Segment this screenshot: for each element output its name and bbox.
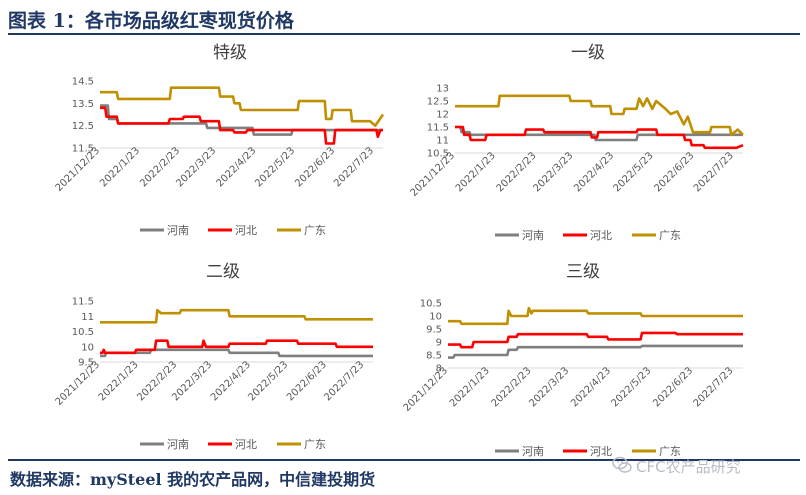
legend-label: 广东	[304, 438, 326, 451]
series-line-0	[455, 125, 743, 142]
y-tick-label: 12	[436, 110, 449, 121]
x-tick-label: 2022/7/23	[692, 365, 736, 409]
watermark-text: CFC农产品研究	[636, 458, 741, 476]
wechat-icon	[612, 456, 632, 473]
y-tick-label: 10.5	[72, 327, 94, 338]
x-tick-label: 2022/1/23	[97, 359, 141, 403]
y-tick-label: 14.5	[72, 77, 94, 88]
x-tick-label: 2022/4/23	[572, 150, 616, 194]
series-line-2	[100, 86, 385, 127]
x-tick-label: 2022/4/23	[569, 365, 613, 409]
y-tick-label: 8.5	[426, 351, 442, 362]
legend-label: 河南	[522, 445, 544, 458]
series-line-1	[448, 331, 743, 349]
series-line-2	[448, 306, 743, 326]
chart-title: 特级	[213, 43, 247, 63]
y-tick-label: 11.5	[72, 297, 94, 308]
legend-label: 河北	[590, 445, 612, 458]
y-tick-label: 11	[436, 136, 449, 147]
series-line-1	[100, 106, 383, 145]
x-tick-label: 2022/6/23	[293, 145, 337, 189]
figure-header: 图表 1：各市场品级红枣现货价格	[0, 0, 806, 35]
chart-title: 一级	[571, 43, 605, 63]
x-tick-label: 2022/6/23	[651, 365, 695, 409]
figure-title: 图表 1：各市场品级红枣现货价格	[8, 10, 294, 32]
y-tick-label: 10.5	[420, 299, 442, 310]
chart-grade-three: 三级10.5109.598.582021/12/232022/1/232022/…	[402, 262, 743, 458]
source-note: 数据来源：mySteel 我的农产品网，中信建投期货	[10, 470, 376, 489]
y-tick-label: 11.5	[72, 144, 94, 155]
x-tick-label: 2022/6/23	[652, 150, 696, 194]
legend-label: 河南	[167, 438, 189, 451]
x-tick-label: 2022/3/23	[531, 150, 575, 194]
series-line-1	[100, 339, 373, 355]
series-line-1	[455, 125, 744, 150]
y-tick-label: 9.5	[426, 325, 442, 336]
y-tick-label: 8	[436, 364, 442, 375]
y-tick-label: 10	[81, 342, 94, 353]
x-tick-label: 2022/7/23	[322, 359, 366, 403]
y-tick-label: 11.5	[427, 123, 449, 134]
x-tick-label: 2022/1/23	[98, 145, 142, 189]
series-line-0	[448, 344, 743, 359]
y-tick-label: 9.5	[78, 358, 94, 369]
chart-grade-one: 一级1312.51211.51110.52021/12/232022/1/232…	[409, 43, 744, 242]
x-tick-label: 2022/3/23	[527, 365, 571, 409]
chart-special-grade: 特级14.513.512.511.52021/12/232022/1/23202…	[54, 43, 385, 237]
chart-title: 三级	[566, 262, 600, 282]
series-line-2	[100, 308, 373, 324]
y-tick-label: 9	[436, 338, 442, 349]
legend-label: 广东	[304, 224, 326, 237]
x-tick-label: 2022/1/23	[454, 150, 498, 194]
legend-label: 河北	[235, 438, 257, 451]
y-tick-label: 12.5	[72, 121, 94, 132]
x-tick-label: 2022/5/23	[609, 365, 653, 409]
chart-title: 二级	[206, 262, 240, 282]
y-tick-label: 12.5	[427, 97, 449, 108]
legend-label: 河北	[235, 224, 257, 237]
x-tick-label: 2022/5/23	[253, 145, 297, 189]
x-tick-label: 2022/5/23	[246, 359, 290, 403]
x-tick-label: 2022/1/23	[448, 365, 492, 409]
legend-label: 河南	[522, 229, 544, 242]
title-divider	[8, 33, 800, 35]
x-tick-label: 2021/12/23	[402, 365, 451, 414]
y-tick-label: 13.5	[72, 99, 94, 110]
y-tick-label: 10.5	[427, 149, 449, 160]
series-line-2	[455, 94, 744, 137]
chart-grade-two: 二级11.51110.5109.52021/12/232022/1/232022…	[54, 262, 373, 451]
y-tick-label: 13	[436, 84, 449, 95]
footer-divider	[8, 459, 800, 461]
x-tick-label: 2022/2/23	[490, 365, 534, 409]
legend-label: 广东	[659, 445, 681, 458]
x-tick-label: 2022/7/23	[332, 145, 376, 189]
watermark: CFC农产品研究	[612, 453, 802, 479]
legend-label: 河北	[590, 229, 612, 242]
legend-label: 河南	[167, 224, 189, 237]
x-tick-label: 2022/4/23	[214, 145, 258, 189]
y-tick-label: 11	[81, 312, 94, 323]
x-tick-label: 2022/7/23	[692, 150, 736, 194]
x-tick-label: 2022/5/23	[612, 150, 656, 194]
y-tick-label: 10	[429, 312, 442, 323]
legend-label: 广东	[659, 229, 681, 242]
